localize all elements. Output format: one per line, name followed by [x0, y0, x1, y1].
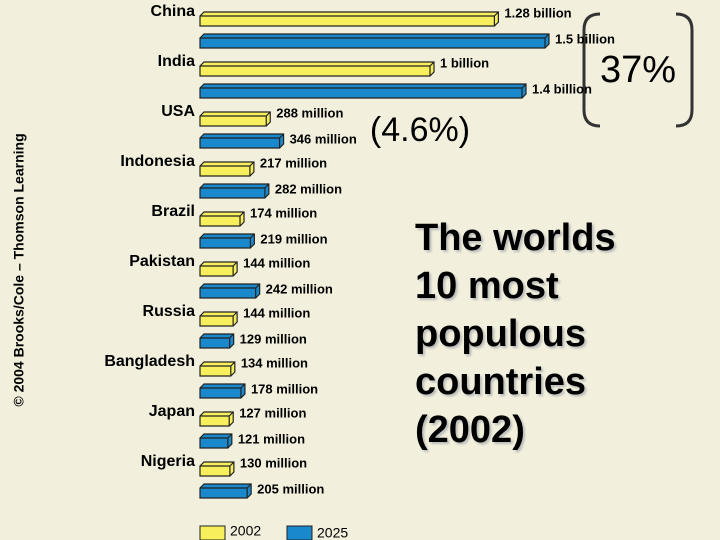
value-label: 346 million [290, 131, 357, 146]
value-label: 178 million [251, 381, 318, 396]
value-label: 121 million [238, 431, 305, 446]
bar [199, 461, 235, 477]
bar [199, 333, 235, 349]
bar [199, 483, 252, 499]
category-label: Bangladesh [104, 353, 195, 370]
bar [199, 33, 550, 49]
bar [199, 111, 271, 127]
annotation: 37% [600, 49, 676, 91]
bracket [582, 12, 601, 128]
category-label: Indonesia [120, 153, 195, 170]
value-label: 127 million [239, 405, 306, 420]
value-label: 1.5 billion [555, 31, 615, 46]
bar [199, 411, 234, 427]
value-label: 144 million [243, 305, 310, 320]
credit: © 2004 Brooks/Cole – Thomson Learning [11, 133, 27, 406]
bar [199, 261, 238, 277]
legend-swatch [199, 525, 226, 540]
category-label: Pakistan [129, 253, 195, 270]
bar [199, 233, 255, 249]
bar [199, 11, 499, 27]
legend-swatch [286, 525, 313, 540]
value-label: 1 billion [440, 55, 489, 70]
category-label: Brazil [151, 203, 195, 220]
bracket [675, 12, 694, 128]
value-label: 129 million [240, 331, 307, 346]
value-label: 134 million [241, 355, 308, 370]
value-label: 144 million [243, 255, 310, 270]
bar [199, 311, 238, 327]
category-label: Nigeria [141, 453, 195, 470]
chart-title: The worlds 10 most populous countries (2… [415, 217, 616, 451]
bar [199, 433, 233, 449]
value-label: 1.4 billion [532, 81, 592, 96]
category-label: Japan [149, 403, 195, 420]
value-label: 282 million [275, 181, 342, 196]
bar [199, 283, 261, 299]
value-label: 288 million [276, 105, 343, 120]
legend-label: 2025 [317, 525, 348, 540]
category-label: Russia [143, 303, 196, 320]
value-label: 1.28 billion [504, 5, 571, 20]
annotation: (4.6%) [370, 111, 470, 149]
bar [199, 83, 527, 99]
value-label: 174 million [250, 205, 317, 220]
bar [199, 383, 246, 399]
bar [199, 161, 255, 177]
value-label: 219 million [260, 231, 327, 246]
legend-label: 2002 [230, 523, 261, 539]
bar [199, 183, 270, 199]
bar [199, 211, 245, 227]
bar [199, 133, 285, 149]
value-label: 217 million [260, 155, 327, 170]
category-label: USA [161, 103, 195, 120]
value-label: 205 million [257, 481, 324, 496]
category-label: India [158, 53, 195, 70]
bar [199, 61, 435, 77]
value-label: 130 million [240, 455, 307, 470]
value-label: 242 million [266, 281, 333, 296]
bar [199, 361, 236, 377]
category-label: China [151, 3, 196, 20]
